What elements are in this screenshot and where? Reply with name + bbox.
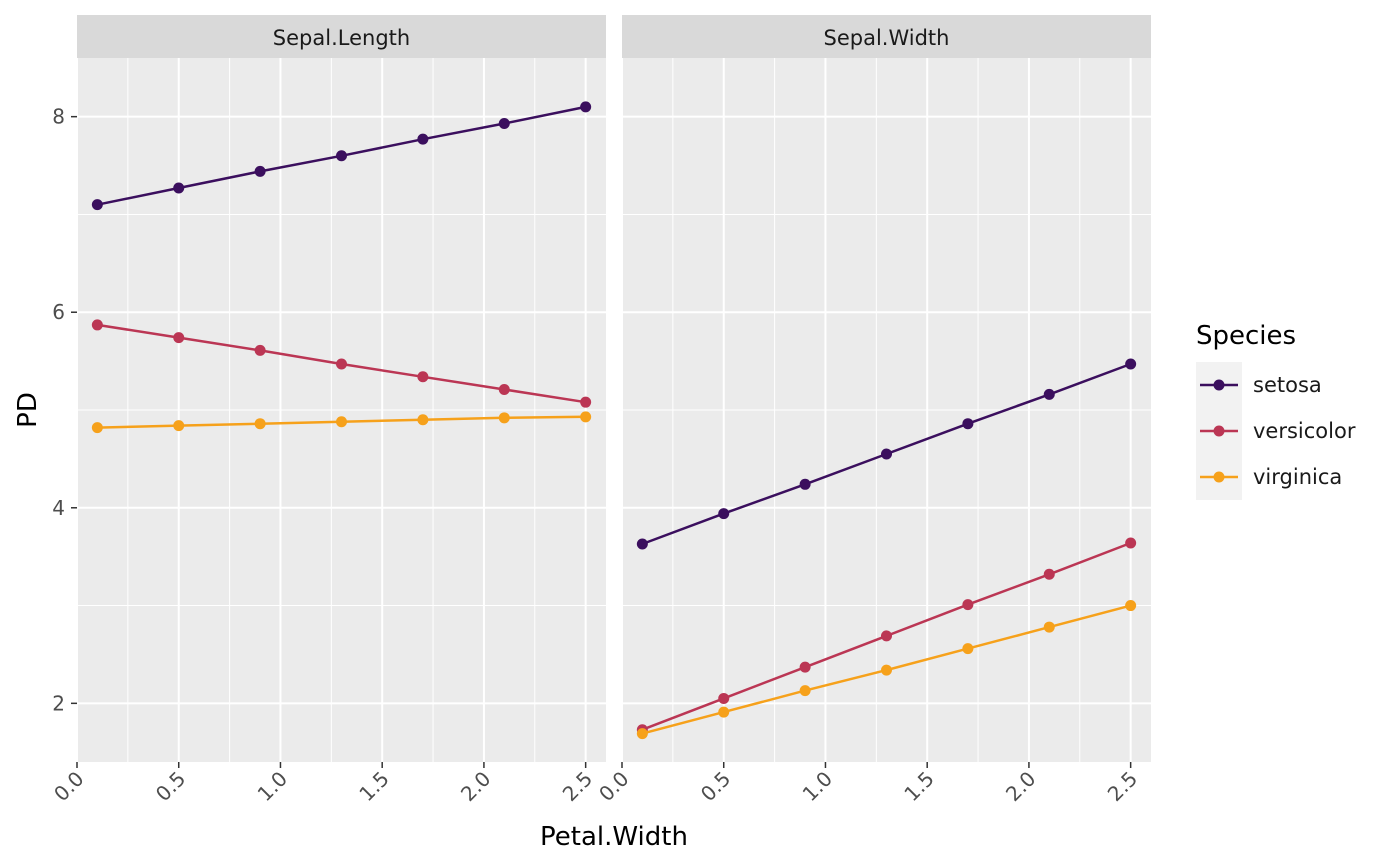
x-tick-label: 1.0 xyxy=(253,767,292,806)
panel-2: Sepal.Width xyxy=(621,15,1151,762)
data-point-virginica xyxy=(336,416,347,428)
y-tick-label: 8 xyxy=(52,105,65,129)
data-point-setosa xyxy=(580,101,592,113)
data-point-virginica xyxy=(1125,600,1137,612)
x-tick-label: 2.0 xyxy=(1001,767,1040,806)
data-point-setosa xyxy=(498,118,510,130)
data-point-virginica xyxy=(881,664,892,676)
x-axis-title: Petal.Width xyxy=(540,822,688,852)
data-point-setosa xyxy=(173,182,185,194)
y-axis-title: PD xyxy=(13,392,43,428)
facet-strip-label: Sepal.Width xyxy=(824,26,950,50)
data-point-versicolor xyxy=(1125,537,1137,549)
facet-strip xyxy=(77,15,606,58)
data-point-setosa xyxy=(636,538,648,550)
legend-key-point-versicolor xyxy=(1213,425,1225,437)
legend-key-point-virginica xyxy=(1213,471,1225,483)
y-tick-label: 6 xyxy=(52,300,65,324)
data-point-virginica xyxy=(636,728,648,740)
x-tick-label: 1.0 xyxy=(798,767,837,806)
facet-strip xyxy=(622,15,1151,58)
data-point-versicolor xyxy=(173,332,185,344)
data-point-setosa xyxy=(254,165,266,177)
facet-strip-label: Sepal.Length xyxy=(273,26,410,50)
y-tick-label: 2 xyxy=(52,691,65,715)
data-point-setosa xyxy=(1043,388,1055,400)
y-tick-label: 4 xyxy=(52,496,65,520)
x-tick-label: 2.0 xyxy=(456,767,495,806)
data-point-setosa xyxy=(336,150,347,162)
data-point-setosa xyxy=(962,418,974,430)
panels: Sepal.Length Sepal.Width xyxy=(76,15,1151,762)
data-point-setosa xyxy=(91,199,103,211)
data-point-setosa xyxy=(881,448,892,460)
data-point-virginica xyxy=(498,412,510,424)
data-point-virginica xyxy=(91,422,103,434)
data-point-versicolor xyxy=(91,319,103,331)
x-tick-label: 1.5 xyxy=(354,767,393,806)
x-tick-label: 0.0 xyxy=(49,767,88,806)
x-tick-label: 0.5 xyxy=(696,767,735,806)
legend-key-point-setosa xyxy=(1213,379,1225,391)
x-tick-label: 2.5 xyxy=(558,767,597,806)
data-point-versicolor xyxy=(799,661,811,673)
data-point-versicolor xyxy=(254,344,266,356)
data-point-virginica xyxy=(254,418,266,430)
data-point-versicolor xyxy=(962,599,974,611)
legend-title: Species xyxy=(1196,321,1296,351)
data-point-versicolor xyxy=(498,383,510,395)
data-point-virginica xyxy=(580,411,592,423)
data-point-virginica xyxy=(799,685,811,697)
data-point-virginica xyxy=(173,420,185,432)
data-point-virginica xyxy=(1043,621,1055,633)
data-point-versicolor xyxy=(417,371,429,383)
panel-1: Sepal.Length xyxy=(76,15,606,762)
data-point-virginica xyxy=(718,706,730,718)
data-point-setosa xyxy=(799,478,811,490)
data-point-setosa xyxy=(718,508,730,520)
data-point-versicolor xyxy=(336,358,347,370)
x-tick-label: 2.5 xyxy=(1103,767,1142,806)
data-point-versicolor xyxy=(718,692,730,704)
x-tick-label: 0.5 xyxy=(151,767,190,806)
legend: Species setosa versicolor virginica xyxy=(1196,321,1356,500)
data-point-versicolor xyxy=(881,630,892,642)
data-point-setosa xyxy=(417,133,429,145)
legend-label-virginica: virginica xyxy=(1253,465,1342,489)
legend-label-versicolor: versicolor xyxy=(1253,419,1356,443)
x-tick-label: 1.5 xyxy=(899,767,938,806)
data-point-versicolor xyxy=(1043,568,1055,580)
x-tick-label: 0.0 xyxy=(594,767,633,806)
data-point-setosa xyxy=(1125,358,1137,370)
legend-label-setosa: setosa xyxy=(1253,373,1322,397)
data-point-virginica xyxy=(417,414,429,426)
data-point-virginica xyxy=(962,643,974,655)
data-point-versicolor xyxy=(580,396,592,408)
